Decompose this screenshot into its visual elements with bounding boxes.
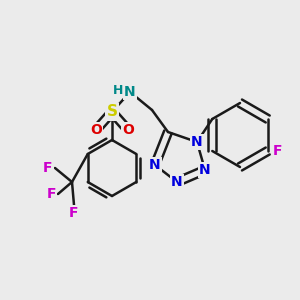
Text: N: N [191, 135, 203, 149]
Text: S: S [106, 104, 118, 119]
Text: O: O [90, 123, 102, 137]
Text: N: N [171, 175, 183, 189]
Text: O: O [122, 123, 134, 137]
Text: F: F [273, 144, 283, 158]
Text: N: N [124, 85, 136, 99]
Text: N: N [149, 158, 161, 172]
Text: F: F [69, 206, 79, 220]
Text: F: F [46, 187, 56, 201]
Text: N: N [199, 163, 211, 177]
Text: F: F [43, 161, 53, 175]
Text: H: H [113, 83, 123, 97]
